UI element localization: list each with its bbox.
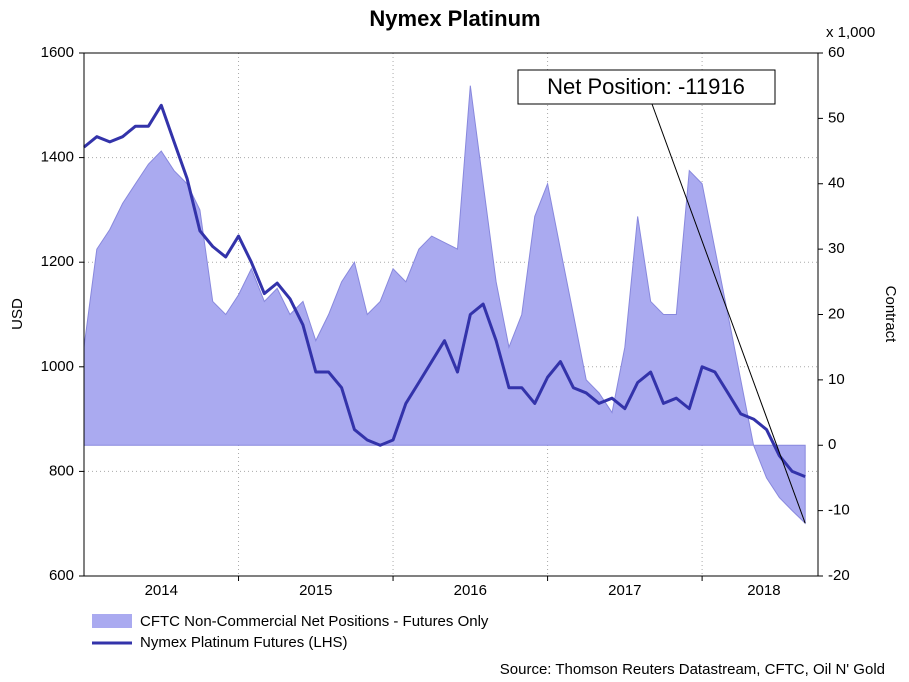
y2-tick-label: 10 xyxy=(828,371,845,388)
y2-tick-label: -10 xyxy=(828,502,850,519)
y-axis-label: USD xyxy=(9,298,26,330)
y-tick-label: 1000 xyxy=(41,358,74,375)
y-tick-label: 1200 xyxy=(41,253,74,270)
y2-tick-label: 60 xyxy=(828,44,845,61)
annotation-box xyxy=(517,69,776,105)
x-tick-label: 2014 xyxy=(145,582,178,599)
y2-unit: x 1,000 xyxy=(826,24,875,41)
y2-tick-label: 20 xyxy=(828,305,845,322)
x-tick-label: 2018 xyxy=(747,582,780,599)
y2-tick-label: 40 xyxy=(828,175,845,192)
y-tick-label: 800 xyxy=(49,462,74,479)
x-tick-label: 2015 xyxy=(299,582,332,599)
line xyxy=(83,103,806,479)
legend: CFTC Non-Commercial Net Positions - Futu… xyxy=(92,613,489,651)
legend-label: CFTC Non-Commercial Net Positions - Futu… xyxy=(140,613,489,630)
y-tick-label: 600 xyxy=(49,567,74,584)
chart-title: Nymex Platinum xyxy=(369,6,540,31)
annotation-leader xyxy=(651,103,806,524)
y-tick-label: 1400 xyxy=(41,149,74,166)
legend-label: Nymex Platinum Futures (LHS) xyxy=(140,634,348,651)
legend-swatch xyxy=(92,614,132,628)
x-tick-label: 2016 xyxy=(454,582,487,599)
y2-tick-label: -20 xyxy=(828,567,850,584)
plot-frame xyxy=(83,52,819,577)
plot xyxy=(83,52,818,577)
y-tick-label: 1600 xyxy=(41,44,74,61)
area xyxy=(83,85,806,525)
y2-tick-label: 30 xyxy=(828,240,845,257)
x-tick-label: 2017 xyxy=(608,582,641,599)
y2-tick-label: 0 xyxy=(828,436,836,453)
y2-axis-label: Contract xyxy=(882,286,899,344)
annotation: Net Position: -11916 xyxy=(547,74,745,99)
source: Source: Thomson Reuters Datastream, CFTC… xyxy=(500,661,885,678)
y2-tick-label: 50 xyxy=(828,109,845,126)
